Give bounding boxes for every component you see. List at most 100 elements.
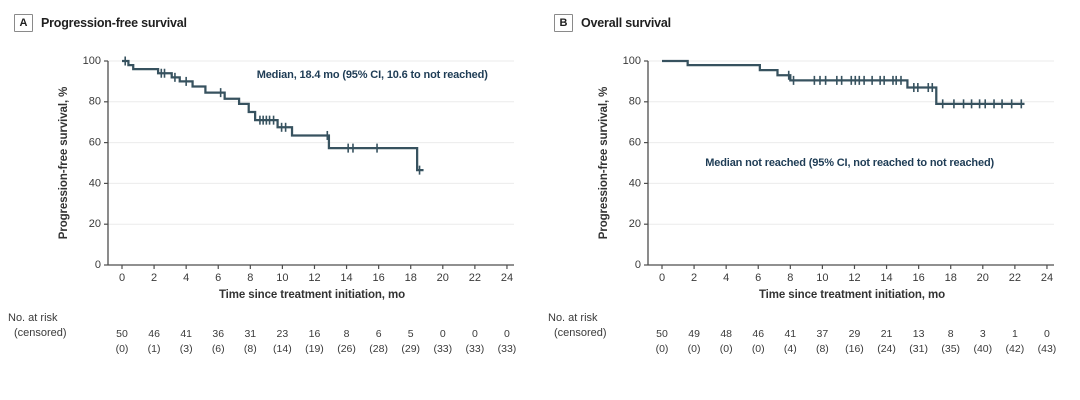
panel-b-y-axis-title: Progression-free survival, %	[598, 86, 610, 240]
censored-count: (40)	[973, 343, 992, 355]
x-tick-label: 12	[308, 272, 320, 284]
y-tick-label: 60	[629, 137, 641, 149]
panel-b-censored-label: (censored)	[554, 327, 607, 339]
censored-count: (0)	[116, 343, 129, 355]
panel-a-censored-label: (censored)	[14, 327, 67, 339]
at-risk-count: 0	[440, 328, 446, 340]
at-risk-count: 0	[1044, 328, 1050, 340]
at-risk-count: 16	[309, 328, 321, 340]
x-tick-label: 22	[469, 272, 481, 284]
at-risk-count: 1	[1012, 328, 1018, 340]
at-risk-count: 36	[212, 328, 224, 340]
x-tick-label: 6	[755, 272, 761, 284]
x-tick-label: 18	[945, 272, 957, 284]
x-tick-label: 2	[691, 272, 697, 284]
censored-count: (0)	[752, 343, 765, 355]
y-tick-label: 40	[629, 177, 641, 189]
x-tick-label: 14	[340, 272, 352, 284]
x-tick-label: 12	[848, 272, 860, 284]
panel-b-risk-label: No. at risk	[548, 312, 598, 324]
x-tick-label: 14	[880, 272, 892, 284]
at-risk-count: 21	[881, 328, 893, 340]
km-curve	[662, 59, 1025, 105]
at-risk-count: 41	[180, 328, 192, 340]
at-risk-count: 13	[913, 328, 925, 340]
censored-count: (35)	[941, 343, 960, 355]
x-tick-label: 6	[215, 272, 221, 284]
panel-b-x-axis-title: Time since treatment initiation, mo	[758, 289, 946, 301]
censored-count: (28)	[369, 343, 388, 355]
y-tick-label: 20	[629, 218, 641, 230]
x-tick-label: 24	[1041, 272, 1053, 284]
at-risk-count: 31	[244, 328, 256, 340]
x-tick-label: 0	[659, 272, 665, 284]
censored-count: (43)	[1038, 343, 1057, 355]
censored-count: (33)	[498, 343, 517, 355]
x-tick-label: 8	[787, 272, 793, 284]
panel-a-label: A	[19, 17, 28, 29]
km-curve	[122, 59, 424, 172]
at-risk-count: 37	[817, 328, 829, 340]
panel-b: 0 20 40 60 80 100 0 2 4 6 8 10 12 14 16 18 20 22 24 50 (0) 49…	[540, 0, 1080, 400]
at-risk-count: 41	[784, 328, 796, 340]
censored-count: (19)	[305, 343, 324, 355]
x-tick-label: 22	[1009, 272, 1021, 284]
at-risk-count: 3	[980, 328, 986, 340]
x-tick-label: 10	[276, 272, 288, 284]
y-tick-label: 80	[629, 96, 641, 108]
panel-b-label: B	[559, 17, 568, 29]
censored-count: (33)	[433, 343, 452, 355]
censored-count: (0)	[720, 343, 733, 355]
at-risk-count: 23	[277, 328, 289, 340]
panel-a-title: Progression-free survival	[41, 16, 187, 30]
censored-count: (8)	[816, 343, 829, 355]
censored-count: (4)	[784, 343, 797, 355]
x-tick-label: 16	[913, 272, 925, 284]
y-tick-label: 60	[89, 137, 101, 149]
at-risk-count: 6	[376, 328, 382, 340]
x-tick-label: 10	[816, 272, 828, 284]
panel-a-risk-label: No. at risk	[8, 312, 58, 324]
panel-a-x-axis-title: Time since treatment initiation, mo	[218, 289, 406, 301]
censored-count: (1)	[148, 343, 161, 355]
y-tick-label: 100	[83, 55, 101, 67]
y-tick-label: 40	[89, 177, 101, 189]
censored-count: (26)	[337, 343, 356, 355]
x-tick-label: 2	[151, 272, 157, 284]
panel-a-median-annotation: Median, 18.4 mo (95% CI, 10.6 to not rea…	[256, 69, 488, 82]
x-tick-label: 4	[723, 272, 729, 284]
censored-count: (6)	[212, 343, 225, 355]
x-tick-label: 16	[373, 272, 385, 284]
at-risk-count: 0	[504, 328, 510, 340]
y-tick-label: 0	[635, 259, 641, 271]
panel-a-header: A Progression-free survival	[14, 14, 187, 32]
x-tick-label: 24	[501, 272, 513, 284]
y-tick-label: 20	[89, 218, 101, 230]
y-tick-label: 80	[89, 96, 101, 108]
panel-b-header: B Overall survival	[554, 14, 671, 32]
at-risk-count: 46	[752, 328, 764, 340]
x-tick-label: 4	[183, 272, 189, 284]
at-risk-count: 5	[408, 328, 414, 340]
y-tick-label: 0	[95, 259, 101, 271]
at-risk-count: 0	[472, 328, 478, 340]
panel-b-label-box: B	[554, 14, 573, 32]
at-risk-count: 49	[688, 328, 700, 340]
at-risk-count: 8	[948, 328, 954, 340]
censored-count: (0)	[688, 343, 701, 355]
x-tick-label: 20	[437, 272, 449, 284]
panel-b-median-annotation: Median not reached (95% CI, not reached …	[705, 157, 995, 170]
censored-count: (24)	[877, 343, 896, 355]
censored-count: (31)	[909, 343, 928, 355]
x-tick-label: 18	[405, 272, 417, 284]
panel-a: 0 20 40 60 80 100 0 2 4 6 8 10 12 14 16 18 20 22 24 50 (0) 46…	[8, 14, 517, 355]
censored-count: (0)	[656, 343, 669, 355]
censored-count: (16)	[845, 343, 864, 355]
at-risk-count: 50	[656, 328, 668, 340]
censored-count: (3)	[180, 343, 193, 355]
censored-count: (8)	[244, 343, 257, 355]
censored-count: (42)	[1006, 343, 1025, 355]
